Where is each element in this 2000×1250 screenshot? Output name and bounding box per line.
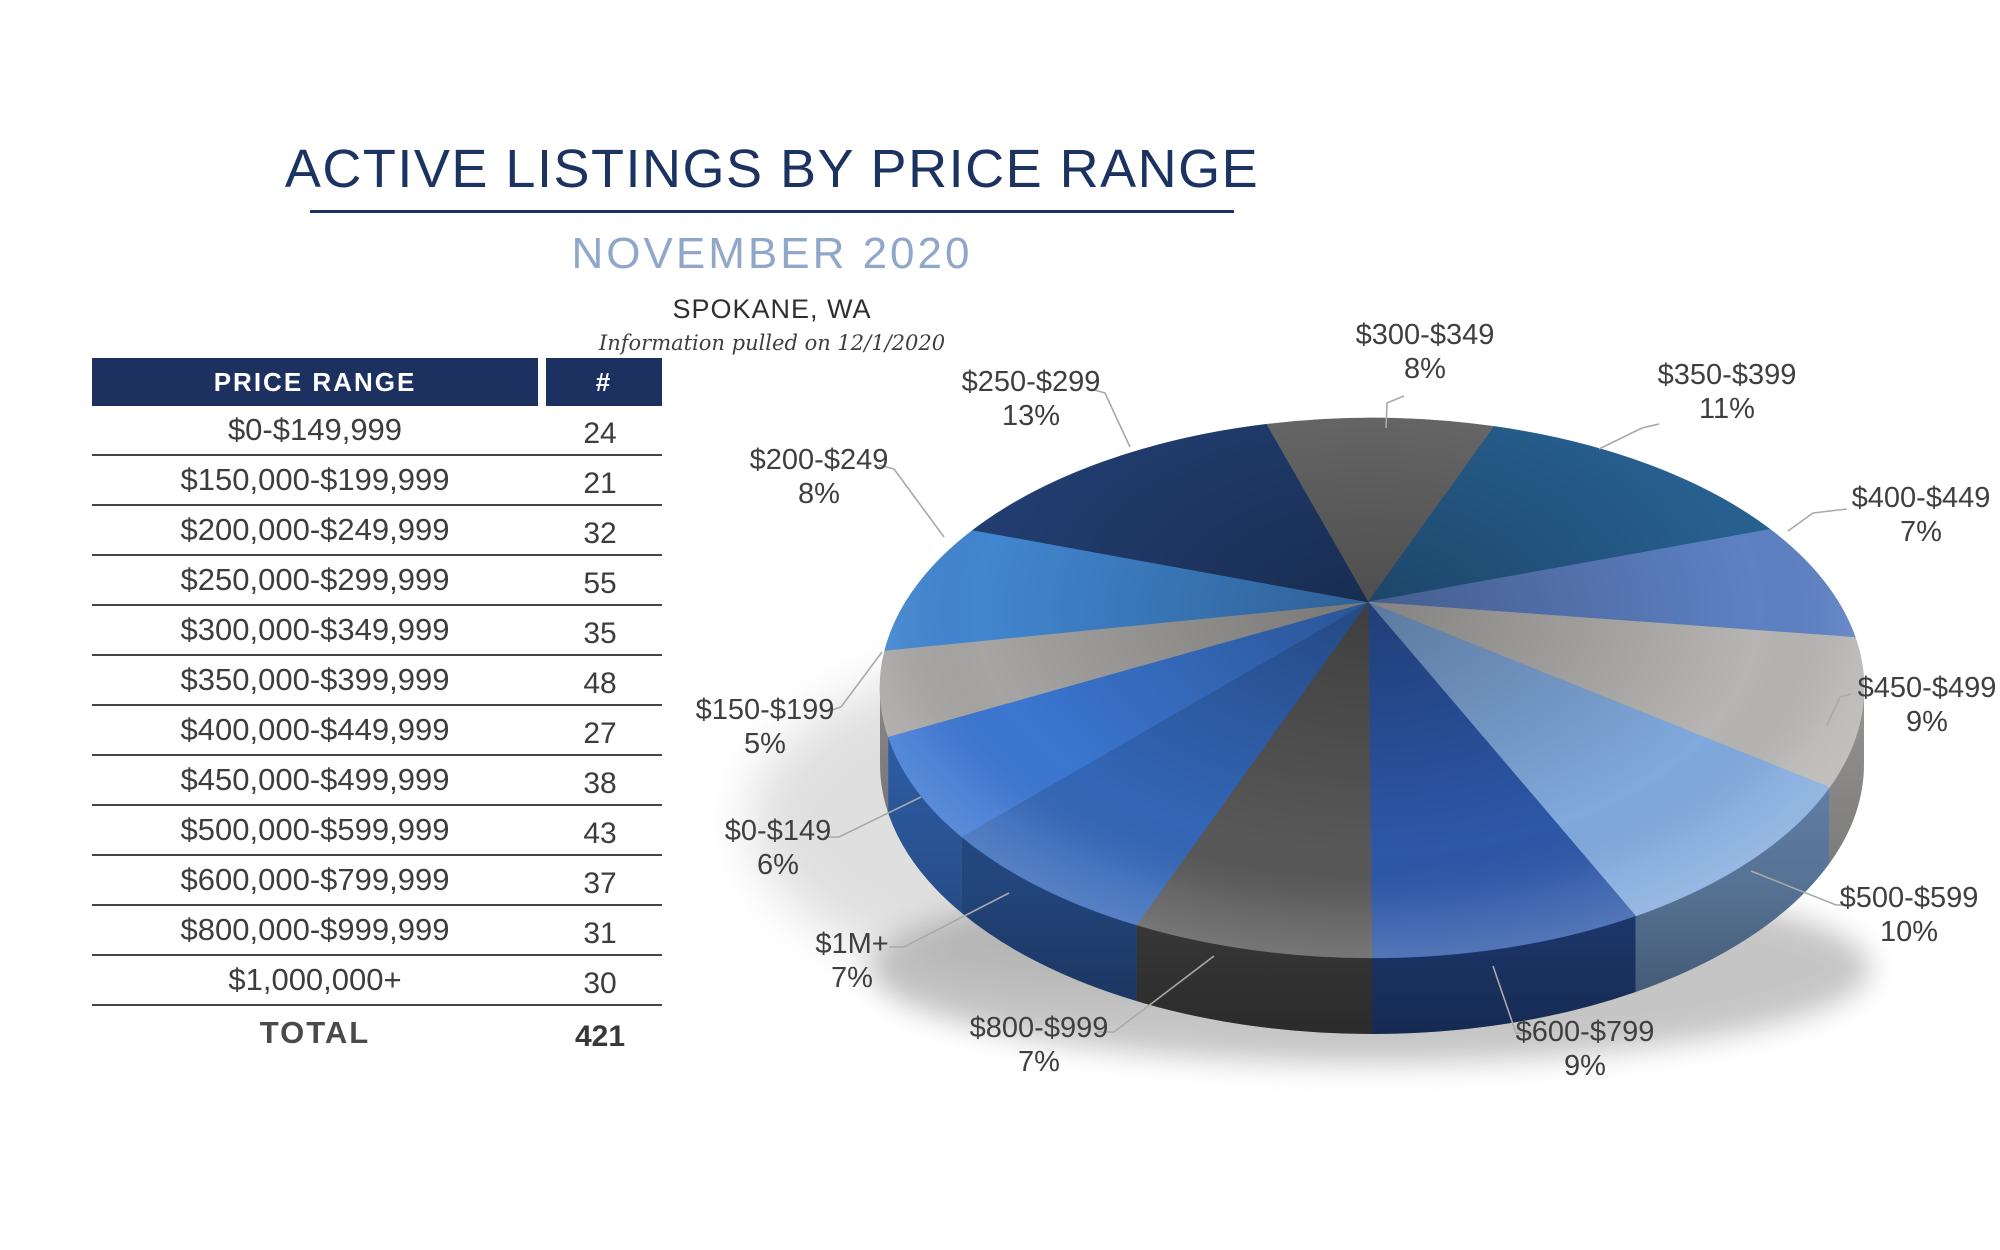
count-cell: 43	[583, 817, 617, 850]
table-row: $250,000-$299,999 55	[92, 556, 662, 606]
table-row: $600,000-$799,999 37	[92, 856, 662, 906]
count-cell: 21	[583, 467, 617, 500]
price-range-cell: $400,000-$449,999	[180, 712, 450, 747]
count-cell: 32	[583, 517, 617, 550]
table-row: $450,000-$499,999 38	[92, 756, 662, 806]
price-range-cell: $350,000-$399,999	[180, 662, 450, 697]
table-row: $200,000-$249,999 32	[92, 506, 662, 556]
count-cell: 27	[583, 717, 617, 750]
price-range-cell: $800,000-$999,999	[180, 912, 450, 947]
pie-wall-shade	[880, 688, 889, 813]
leader-line-$400-$449	[1787, 508, 1848, 532]
total-label: TOTAL	[259, 1015, 371, 1050]
price-range-cell: $300,000-$349,999	[180, 612, 450, 647]
price-range-cell: $200,000-$249,999	[180, 512, 450, 547]
pie-sheen-ellipse	[880, 418, 1864, 958]
leader-line-$150-$199	[825, 651, 883, 713]
table-row: $1,000,000+ 30	[92, 956, 662, 1006]
table-row: $350,000-$399,999 48	[92, 656, 662, 706]
table-row: $400,000-$449,999 27	[92, 706, 662, 756]
price-range-cell: $250,000-$299,999	[180, 562, 450, 597]
leader-line-$1M+	[889, 892, 1010, 948]
page-location: SPOKANE, WA	[672, 294, 872, 324]
table-body: $0-$149,999 24 $150,000-$199,999 21 $200,000…	[92, 406, 662, 1006]
pie-wall-shade	[1136, 925, 1372, 1034]
count-cell: 31	[583, 917, 617, 950]
pie-side-walls	[880, 688, 1864, 1034]
table-row: $0-$149,999 24	[92, 406, 662, 456]
pie-wall-shade	[1829, 688, 1864, 864]
table-row: $800,000-$999,999 31	[92, 906, 662, 956]
count-cell: 35	[583, 617, 617, 650]
price-range-cell: $600,000-$799,999	[180, 862, 450, 897]
leader-line-$800-$999	[1098, 955, 1215, 1033]
pie-wall-shade	[1635, 787, 1830, 992]
count-cell: 24	[583, 417, 617, 450]
page-title: ACTIVE LISTINGS BY PRICE RANGE	[284, 139, 1260, 199]
price-range-cell: $150,000-$199,999	[180, 462, 450, 497]
pie-leader-lines	[824, 388, 1852, 1035]
price-range-cell: $450,000-$499,999	[180, 762, 450, 797]
column-header-count: #	[546, 358, 662, 406]
leader-line-$0-$149	[824, 796, 922, 838]
page-subtitle-month: NOVEMBER 2020	[571, 229, 973, 278]
column-header-gap	[538, 358, 546, 406]
pie-wall-shade	[888, 736, 962, 913]
total-value: 421	[574, 1020, 626, 1053]
leader-line-$250-$299	[1090, 388, 1131, 448]
info-note: Information pulled on 12/1/2020	[598, 331, 946, 355]
table-total-row: TOTAL 421	[92, 1006, 662, 1060]
table-row: $300,000-$349,999 35	[92, 606, 662, 656]
leader-line-$300-$349	[1385, 395, 1405, 429]
table-row: $150,000-$199,999 21	[92, 456, 662, 506]
price-range-cell: $500,000-$599,999	[180, 812, 450, 847]
leader-line-$600-$799	[1492, 965, 1533, 1035]
count-cell: 37	[583, 867, 617, 900]
price-range-cell: $0-$149,999	[227, 412, 403, 447]
pie-wall-shade	[1372, 915, 1636, 1034]
table-header-row: PRICE RANGE #	[92, 358, 662, 406]
price-range-table: PRICE RANGE # $0-$149,999 24 $150,000-$199…	[92, 358, 662, 1060]
count-cell: 55	[583, 567, 617, 600]
leader-line-$450-$499	[1826, 693, 1852, 726]
title-underline	[310, 210, 1234, 213]
leader-line-$200-$249	[878, 464, 945, 538]
column-header-price-range: PRICE RANGE	[92, 358, 538, 406]
count-cell: 30	[583, 967, 617, 1000]
pie-wall-shade	[961, 836, 1137, 1002]
leader-line-$500-$599	[1750, 870, 1849, 906]
leader-line-$350-$399	[1598, 423, 1660, 450]
price-range-cell: $1,000,000+	[228, 962, 402, 997]
count-cell: 38	[583, 767, 617, 800]
pie-lighting-overlay	[880, 418, 1864, 958]
table-row: $500,000-$599,999 43	[92, 806, 662, 856]
count-cell: 48	[583, 667, 617, 700]
